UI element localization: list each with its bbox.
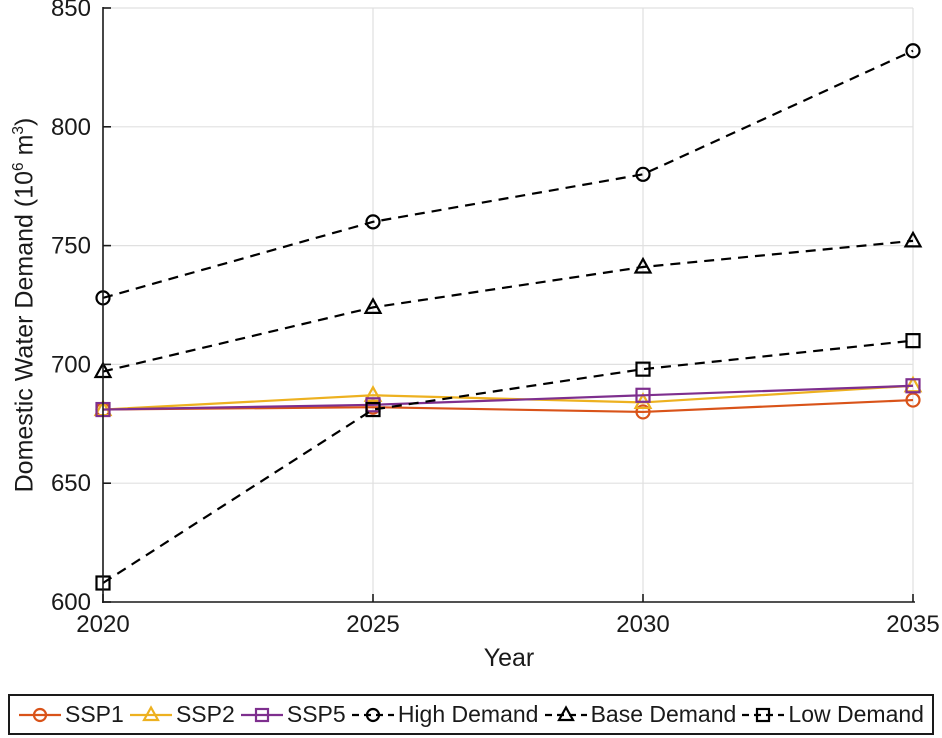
marker-square bbox=[905, 378, 921, 394]
y-tick-label: 850 bbox=[51, 0, 91, 22]
series-ssp1 bbox=[95, 392, 921, 420]
legend: SSP1 SSP2 SSP5 High Demand Base Demand Low De… bbox=[8, 694, 934, 735]
y-tick-label: 650 bbox=[51, 470, 91, 497]
legend-item-ssp5: SSP5 bbox=[240, 701, 346, 728]
series-line bbox=[102, 339, 914, 584]
series-line bbox=[102, 49, 914, 299]
x-tick-label: 2020 bbox=[76, 611, 129, 638]
series-line bbox=[102, 239, 914, 373]
legend-label: SSP2 bbox=[175, 701, 235, 727]
series-group bbox=[93, 43, 923, 591]
legend-item-low-demand: Low Demand bbox=[741, 701, 924, 728]
y-tick-label: 600 bbox=[51, 589, 91, 616]
series-high-demand bbox=[95, 43, 921, 306]
marker-triangle bbox=[142, 704, 160, 721]
y-tick-label: 700 bbox=[51, 351, 91, 378]
y-axis-label: Domestic Water Demand (106 m3) bbox=[10, 5, 42, 605]
legend-item-base-demand: Base Demand bbox=[544, 701, 737, 728]
marker-circle bbox=[905, 43, 921, 59]
marker-square bbox=[254, 707, 269, 722]
tick-labels: 600 650 700 750 800 850 2020 2025 2030 2035 bbox=[51, 0, 940, 638]
legend-swatch-triangle-icon bbox=[544, 704, 587, 721]
marker-square bbox=[365, 401, 381, 418]
marker-circle bbox=[635, 166, 651, 182]
y-tick-label: 800 bbox=[51, 114, 91, 141]
series-ssp2 bbox=[93, 375, 923, 417]
x-axis-label: Year bbox=[483, 644, 535, 672]
legend-swatch-circle-icon bbox=[19, 707, 61, 722]
marker-circle bbox=[365, 707, 380, 722]
legend-label: Low Demand bbox=[788, 701, 924, 727]
y-axis-label-text: Domestic Water Demand (10 bbox=[10, 170, 39, 493]
legend-item-high-demand: High Demand bbox=[351, 701, 539, 728]
marker-circle bbox=[32, 707, 48, 722]
legend-label: Base Demand bbox=[590, 701, 737, 727]
marker-triangle bbox=[363, 385, 383, 402]
grid-lines bbox=[102, 7, 914, 603]
marker-triangle bbox=[903, 230, 923, 248]
series-base-demand bbox=[93, 230, 923, 379]
y-axis-label-sup6: 6 bbox=[10, 162, 27, 171]
legend-swatch-square-icon bbox=[742, 707, 785, 722]
marker-square bbox=[635, 387, 651, 403]
legend-label: SSP1 bbox=[65, 701, 124, 727]
x-tick-label: 2025 bbox=[346, 611, 399, 638]
x-tick-label: 2035 bbox=[886, 611, 939, 638]
legend-swatch-square-icon bbox=[240, 707, 283, 722]
marker-square bbox=[635, 361, 651, 377]
series-line bbox=[102, 384, 914, 411]
marker-circle bbox=[635, 404, 651, 420]
axes bbox=[102, 7, 915, 603]
legend-item-ssp1: SSP1 bbox=[18, 701, 124, 728]
legend-label: High Demand bbox=[397, 701, 539, 727]
plot-area: 600 650 700 750 800 850 2020 2025 2030 2035 bbox=[51, 0, 940, 638]
marker-triangle bbox=[556, 704, 575, 721]
y-axis-label-post: ) bbox=[10, 117, 39, 126]
y-axis-label-mid: m bbox=[10, 134, 39, 163]
legend-swatch-circle-icon bbox=[351, 707, 394, 722]
series-low-demand bbox=[95, 333, 921, 591]
legend-label: SSP5 bbox=[286, 701, 346, 727]
marker-square bbox=[756, 707, 771, 722]
marker-triangle bbox=[363, 297, 383, 314]
marker-circle bbox=[365, 214, 381, 230]
series-line bbox=[102, 398, 914, 414]
y-tick-label: 750 bbox=[51, 233, 91, 260]
marker-triangle bbox=[633, 256, 653, 274]
x-tick-label: 2030 bbox=[616, 611, 669, 638]
legend-swatch-triangle-icon bbox=[129, 704, 172, 721]
y-axis-label-sup3: 3 bbox=[10, 125, 27, 135]
series-line bbox=[102, 384, 914, 411]
marker-square bbox=[905, 333, 921, 349]
marker-circle bbox=[905, 392, 921, 408]
legend-item-ssp2: SSP2 bbox=[129, 701, 235, 728]
